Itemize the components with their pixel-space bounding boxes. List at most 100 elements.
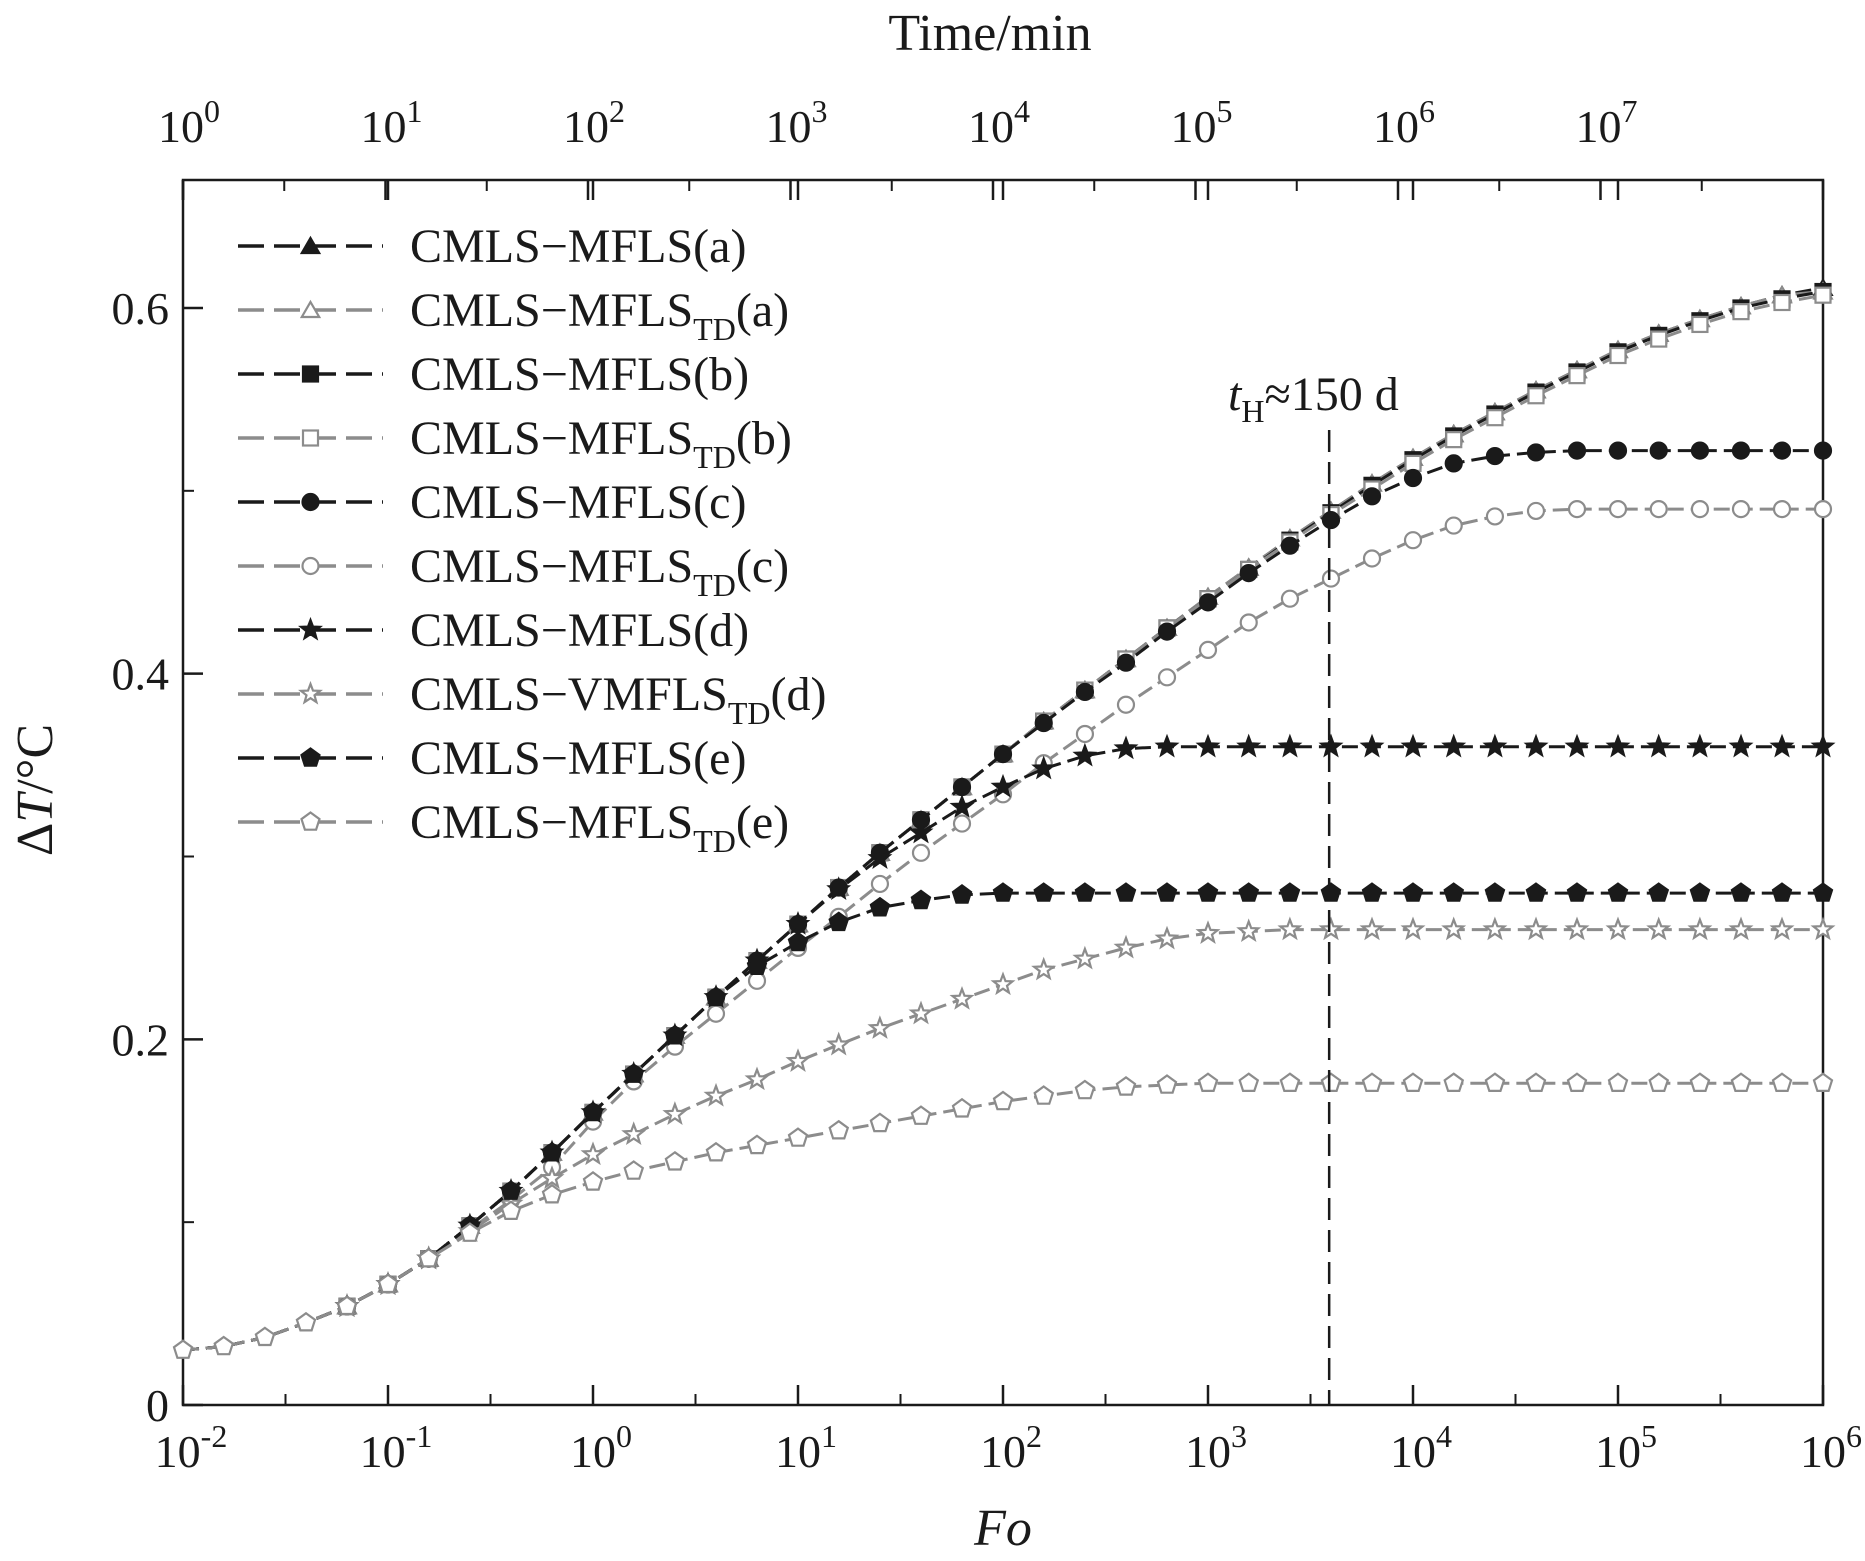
data-point (1359, 916, 1385, 941)
series-7 (182, 916, 1836, 1352)
data-point (1527, 387, 1545, 405)
annotation-italic: t (1228, 368, 1243, 421)
x-tick-label-0-base: 10 (155, 1426, 201, 1477)
data-point (705, 986, 727, 1007)
data-point (1687, 733, 1713, 758)
data-point (1033, 882, 1055, 902)
data-point (1650, 330, 1668, 348)
data-point (623, 1160, 645, 1180)
data-point (623, 1063, 645, 1083)
data-point (869, 1112, 891, 1133)
data-point (1403, 531, 1423, 550)
data-point (1074, 1079, 1096, 1100)
legend-item-9: CMLS−MFLSTD(e) (238, 796, 789, 859)
data-point (1482, 916, 1508, 941)
legend-label-suffix: (b) (693, 348, 749, 401)
x2-tick-label-6-base: 10 (1373, 101, 1419, 152)
x2-tick-label-4-base: 10 (968, 101, 1014, 152)
data-point (1318, 733, 1344, 758)
data-point (500, 1180, 522, 1200)
data-point (377, 1273, 399, 1294)
legend-label-suffix: (e) (693, 732, 746, 785)
x2-tick-label-6: 106 (1373, 93, 1435, 152)
x2-tick-label-4-exp: 4 (1014, 93, 1030, 129)
data-point (826, 1031, 852, 1056)
data-point (1608, 500, 1628, 519)
legend-label: CMLS−MFLSTD(e) (410, 796, 789, 859)
legend-marker-pentagon (300, 811, 321, 831)
data-point (1526, 501, 1546, 521)
data-point (1607, 1072, 1629, 1093)
legend-marker-star (298, 680, 323, 705)
data-point (1649, 500, 1668, 519)
annotation-rest: ≈150 d (1264, 368, 1398, 421)
data-point (582, 1101, 604, 1122)
series-group (172, 277, 1836, 1359)
data-point (1154, 733, 1180, 758)
legend-label-main: CMLS−MFLS (410, 540, 693, 593)
x-tick-label-3-exp: 1 (821, 1418, 837, 1454)
x-tick-label-1-base: 10 (360, 1426, 406, 1477)
data-point (1609, 346, 1627, 365)
data-point (949, 793, 975, 818)
data-point (951, 884, 973, 904)
data-point (1691, 315, 1709, 334)
data-point (1814, 286, 1832, 304)
data-point (1154, 925, 1180, 950)
data-point (1813, 441, 1833, 460)
data-point (869, 896, 891, 917)
legend-label-suffix: (a) (736, 284, 789, 337)
data-point (1116, 695, 1136, 714)
data-point (1444, 454, 1463, 473)
legend-label-main: CMLS−MFLS (410, 348, 693, 401)
annotation-label: tH≈150 d (1228, 368, 1399, 429)
series-line-7 (182, 928, 1823, 1352)
data-point (1359, 733, 1385, 758)
y-axis-title: ΔT/°C (7, 724, 64, 856)
y-axis-title-var: T (7, 791, 64, 823)
legend-marker-circle (301, 492, 320, 512)
data-point (582, 1171, 604, 1191)
data-point (1484, 882, 1506, 902)
data-point (1197, 1072, 1219, 1093)
x2-tick-label-5: 105 (1171, 93, 1233, 152)
legend-marker-circle (301, 556, 320, 576)
data-point (541, 1141, 563, 1162)
x2-tick-label-7-exp: 7 (1622, 93, 1638, 129)
x-tick-label-2-base: 10 (570, 1426, 616, 1477)
legend-label-sub: TD (728, 695, 771, 731)
x-tick-label-0-exp: -2 (201, 1418, 228, 1454)
data-point (1031, 956, 1057, 981)
data-point (951, 1097, 973, 1118)
legend-marker-square (301, 365, 320, 383)
data-point (1731, 441, 1751, 460)
legend-label-main: CMLS−MFLS (410, 732, 693, 785)
legend-item-7: CMLS−VMFLSTD(d) (238, 668, 826, 731)
x2-tick-label-5-base: 10 (1171, 101, 1217, 152)
data-point (1318, 916, 1344, 941)
data-point (1771, 882, 1793, 902)
series-8 (182, 882, 1834, 1352)
data-point (1608, 441, 1628, 460)
data-point (213, 1335, 235, 1356)
x2-tick-label-2-base: 10 (563, 101, 609, 152)
data-point (1769, 733, 1795, 758)
x-tick-label-3-base: 10 (775, 1426, 821, 1477)
x2-tick-label-0: 100 (158, 93, 220, 152)
data-point (1362, 487, 1382, 506)
data-point (1731, 500, 1751, 519)
data-point (1568, 367, 1586, 385)
x-tick-label-7-exp: 5 (1641, 1418, 1657, 1454)
x2-tick-label-6-exp: 6 (1419, 93, 1435, 129)
x-axis-title: Fo (973, 1500, 1032, 1557)
x2-tick-label-1: 101 (361, 93, 423, 152)
data-point (1115, 882, 1137, 902)
x-tick-label-6-exp: 4 (1436, 1418, 1452, 1454)
data-point (1445, 431, 1463, 449)
series-line-9 (182, 1081, 1823, 1352)
data-point (746, 955, 768, 976)
legend-marker-star (298, 616, 323, 641)
legend-label-main: CMLS−MFLS (410, 604, 693, 657)
data-point (1156, 1074, 1178, 1094)
data-point (1321, 569, 1341, 588)
